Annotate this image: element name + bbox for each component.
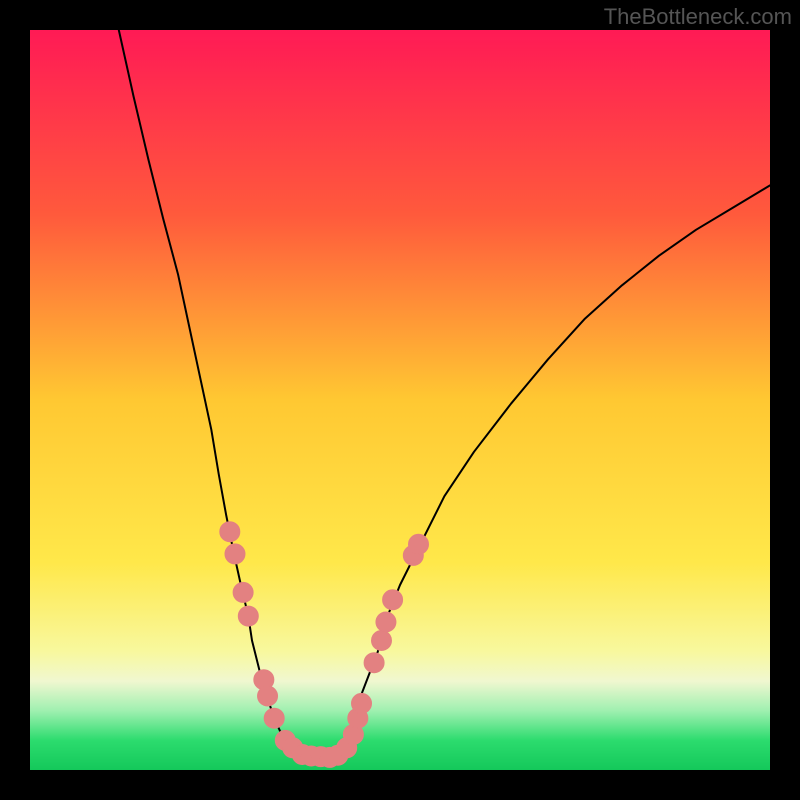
data-marker [258,686,278,706]
chart-container: TheBottleneck.com [0,0,800,800]
data-marker [233,582,253,602]
data-marker [238,606,258,626]
watermark-text: TheBottleneck.com [604,4,792,30]
data-marker [364,653,384,673]
data-marker [372,631,392,651]
data-marker [352,693,372,713]
data-marker [264,708,284,728]
data-marker [383,590,403,610]
bottleneck-chart [0,0,800,800]
data-marker [225,544,245,564]
chart-gradient-background [30,30,770,770]
data-marker [220,522,240,542]
data-marker [376,612,396,632]
data-marker [409,534,429,554]
